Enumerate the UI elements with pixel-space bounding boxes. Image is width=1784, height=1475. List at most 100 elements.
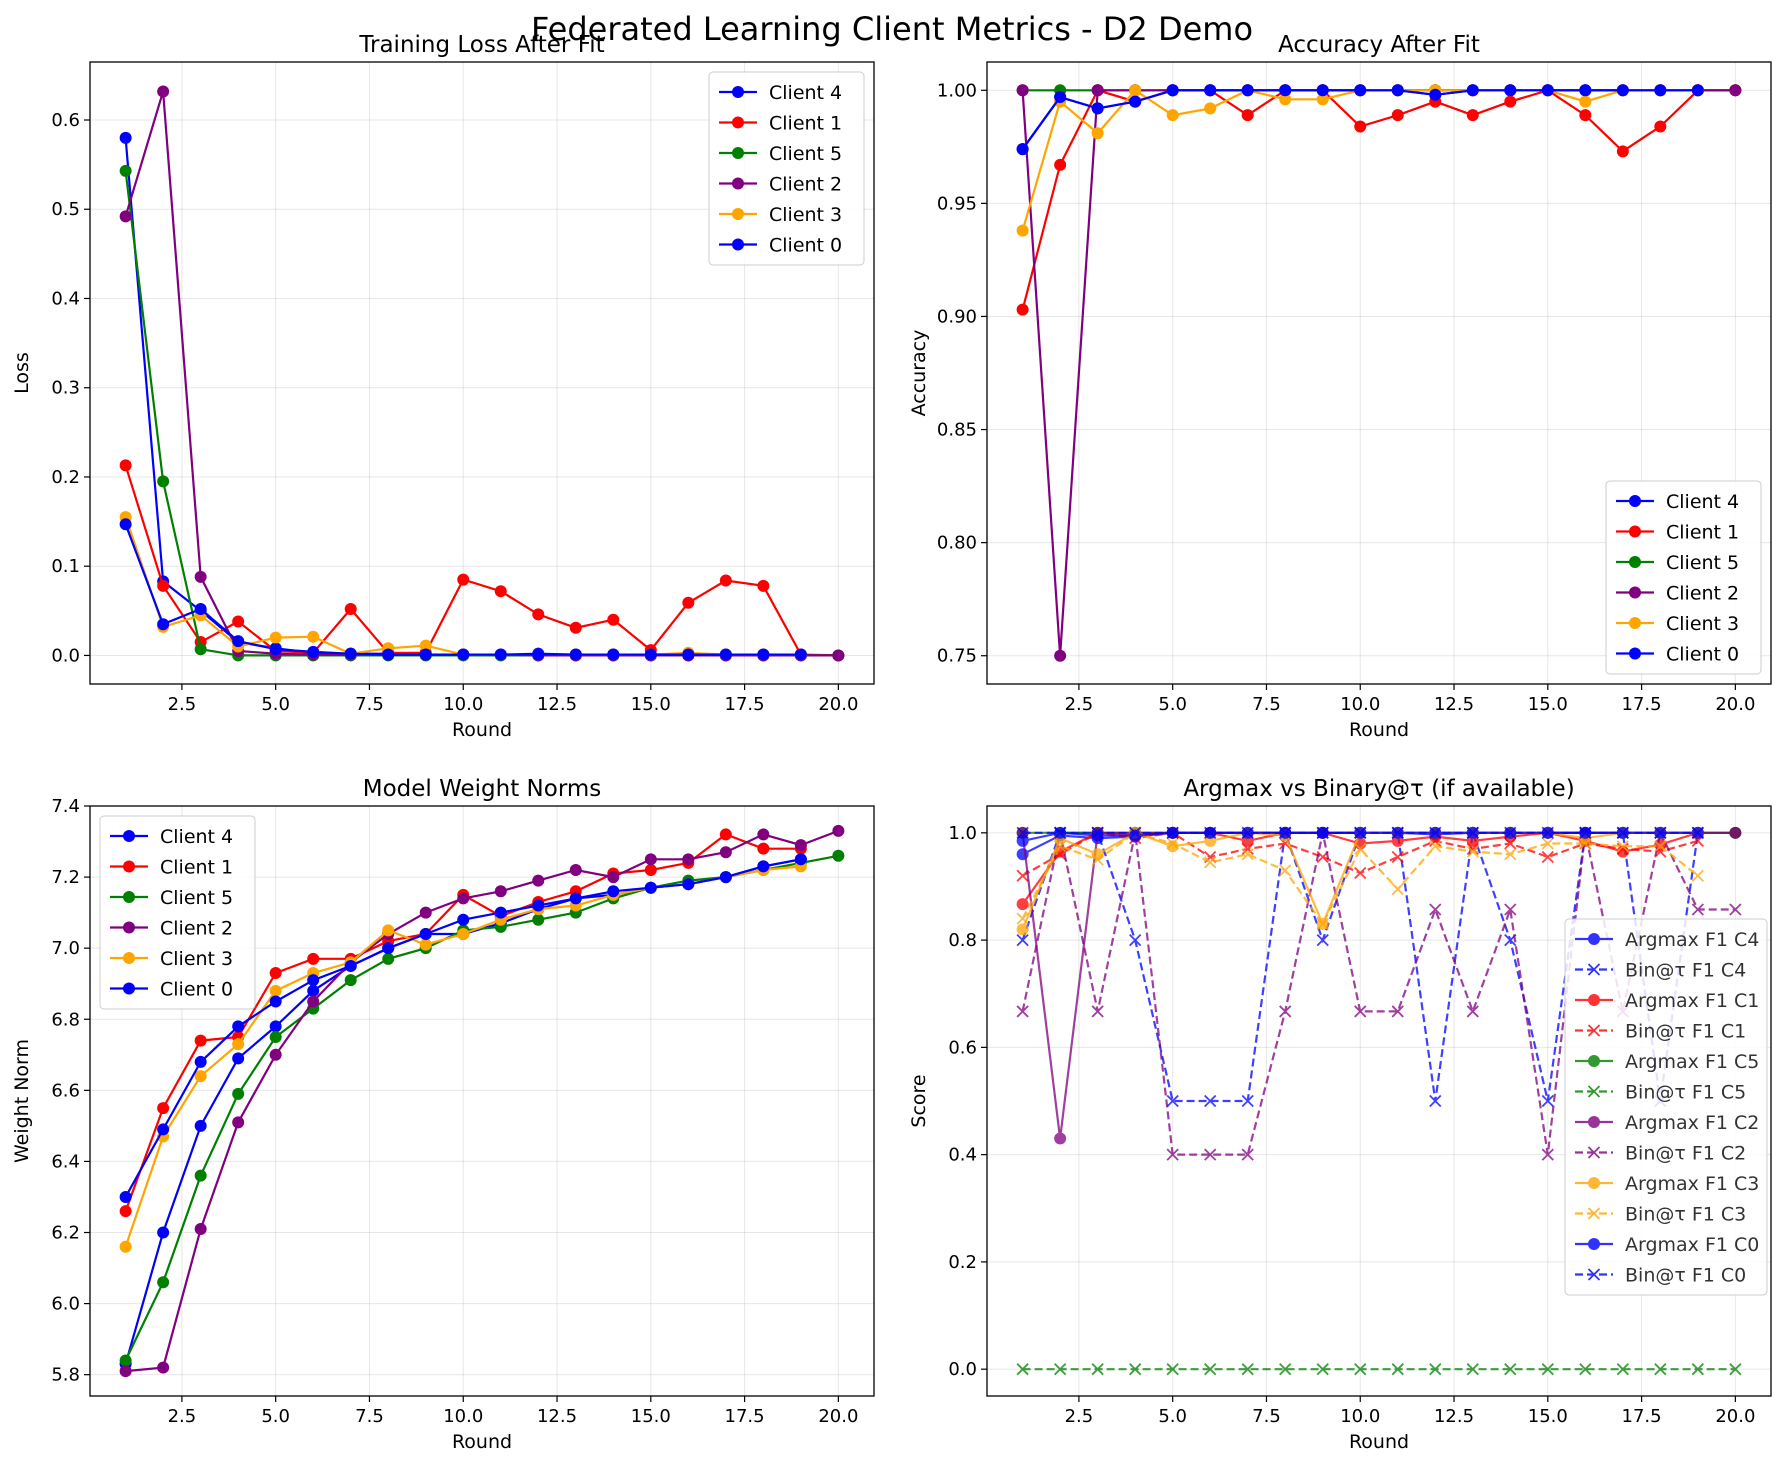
x-tick-label: 12.5 — [1434, 1406, 1474, 1427]
y-axis-label: Score — [908, 1074, 930, 1127]
data-point — [719, 846, 732, 859]
legend-marker — [1587, 963, 1601, 976]
data-point — [232, 1116, 245, 1129]
data-point — [569, 648, 582, 661]
y-tick-label: 6.2 — [51, 1223, 80, 1244]
legend-label: Bin@τ F1 C0 — [1625, 1265, 1746, 1287]
data-point — [344, 959, 357, 972]
x-tick-label: 7.5 — [1252, 1406, 1281, 1427]
data-point — [1091, 1363, 1104, 1376]
legend: Client 4 Client 1 Client 5 Client 2 Client 3… — [1605, 480, 1762, 675]
legend-entry-client-1: Client 1 — [1616, 522, 1739, 544]
y-tick-label: 6.0 — [51, 1294, 80, 1315]
data-point — [1016, 143, 1029, 156]
data-point — [757, 860, 770, 873]
data-point — [532, 608, 545, 621]
data-point — [644, 853, 657, 866]
data-point — [1466, 826, 1479, 839]
data-point — [1016, 1005, 1029, 1018]
data-point — [1091, 853, 1104, 866]
legend-label: Argmax F1 C3 — [1625, 1173, 1759, 1195]
x-tick-label: 12.5 — [1434, 694, 1474, 715]
y-tick-label: 0.95 — [937, 193, 977, 214]
x-tick-label: 15.0 — [1528, 694, 1568, 715]
legend-entry-client-1: Client 1 — [719, 113, 842, 135]
data-point — [1654, 120, 1667, 133]
data-point — [157, 1226, 170, 1239]
data-point — [1316, 917, 1329, 931]
data-point — [1016, 898, 1029, 911]
data-point — [194, 1222, 207, 1235]
data-point — [269, 631, 282, 644]
x-tick-label: 2.5 — [168, 1406, 197, 1427]
x-tick-label: 5.0 — [1158, 694, 1187, 715]
data-point — [1016, 933, 1029, 947]
y-tick-label: 0.0 — [51, 645, 80, 666]
data-point — [382, 924, 395, 937]
data-point — [1579, 826, 1592, 839]
data-point — [157, 1361, 170, 1374]
data-point — [1579, 1363, 1592, 1376]
data-point — [719, 648, 732, 661]
x-tick-label: 17.5 — [725, 1406, 765, 1427]
x-tick-label: 7.5 — [355, 694, 384, 715]
data-point — [1166, 837, 1179, 850]
legend-label: Argmax F1 C2 — [1625, 1112, 1759, 1134]
legend-label: Client 5 — [160, 887, 233, 909]
data-point — [157, 85, 170, 98]
y-tick-label: 0.3 — [51, 378, 80, 399]
data-point — [1616, 1363, 1629, 1376]
series-client-2 — [119, 824, 845, 1378]
legend-entry-client-4: Client 4 — [719, 82, 842, 104]
data-point — [1241, 848, 1254, 861]
figure-title: Federated Learning Client Metrics - D2 D… — [531, 10, 1253, 48]
data-point — [1729, 826, 1742, 839]
data-point — [1054, 158, 1067, 171]
y-tick-label: 0.0 — [948, 1359, 977, 1380]
data-point — [1391, 84, 1404, 97]
x-tick-label: 10.0 — [1340, 1406, 1380, 1427]
data-point — [1504, 848, 1517, 861]
data-point — [157, 579, 170, 592]
legend-marker — [1629, 525, 1641, 538]
data-point — [119, 131, 132, 144]
data-point — [1466, 84, 1479, 97]
data-point — [1241, 109, 1254, 122]
data-point — [232, 1052, 245, 1065]
data-point — [794, 648, 807, 661]
data-point — [1616, 84, 1629, 97]
data-point — [1316, 84, 1329, 97]
data-point — [1166, 84, 1179, 97]
data-point — [1241, 1148, 1254, 1161]
legend-entry-client-2: Client 2 — [719, 174, 842, 196]
data-point — [1579, 837, 1592, 850]
legend-marker — [1629, 495, 1641, 507]
legend-label: Bin@τ F1 C1 — [1625, 1021, 1746, 1043]
data-point — [1316, 1363, 1329, 1376]
data-point — [1579, 84, 1592, 97]
data-point — [419, 639, 432, 652]
legend-label: Client 2 — [769, 174, 842, 196]
data-point — [1391, 109, 1404, 122]
y-tick-label: 6.4 — [51, 1151, 80, 1172]
data-point — [232, 1038, 245, 1051]
data-point — [269, 995, 282, 1008]
legend-label: Client 5 — [1666, 552, 1739, 574]
legend-marker — [1588, 1055, 1600, 1067]
legend-entry-bin-f1-c1: Bin@τ F1 C1 — [1575, 1021, 1746, 1043]
data-point — [1391, 826, 1404, 839]
data-point — [419, 648, 432, 661]
data-point — [419, 906, 432, 919]
legend-entry-client-0: Client 0 — [719, 235, 842, 257]
data-point — [419, 927, 432, 940]
y-tick-label: 0.90 — [937, 306, 977, 327]
legend-box — [1605, 480, 1762, 675]
data-point — [382, 952, 395, 965]
series-client-0 — [1016, 84, 1704, 156]
panel-title: Argmax vs Binary@τ (if available) — [1183, 776, 1574, 802]
data-point — [157, 1102, 170, 1115]
y-tick-label: 0.2 — [948, 1252, 977, 1273]
data-point — [307, 630, 320, 643]
data-point — [194, 603, 207, 616]
data-point — [457, 573, 470, 586]
